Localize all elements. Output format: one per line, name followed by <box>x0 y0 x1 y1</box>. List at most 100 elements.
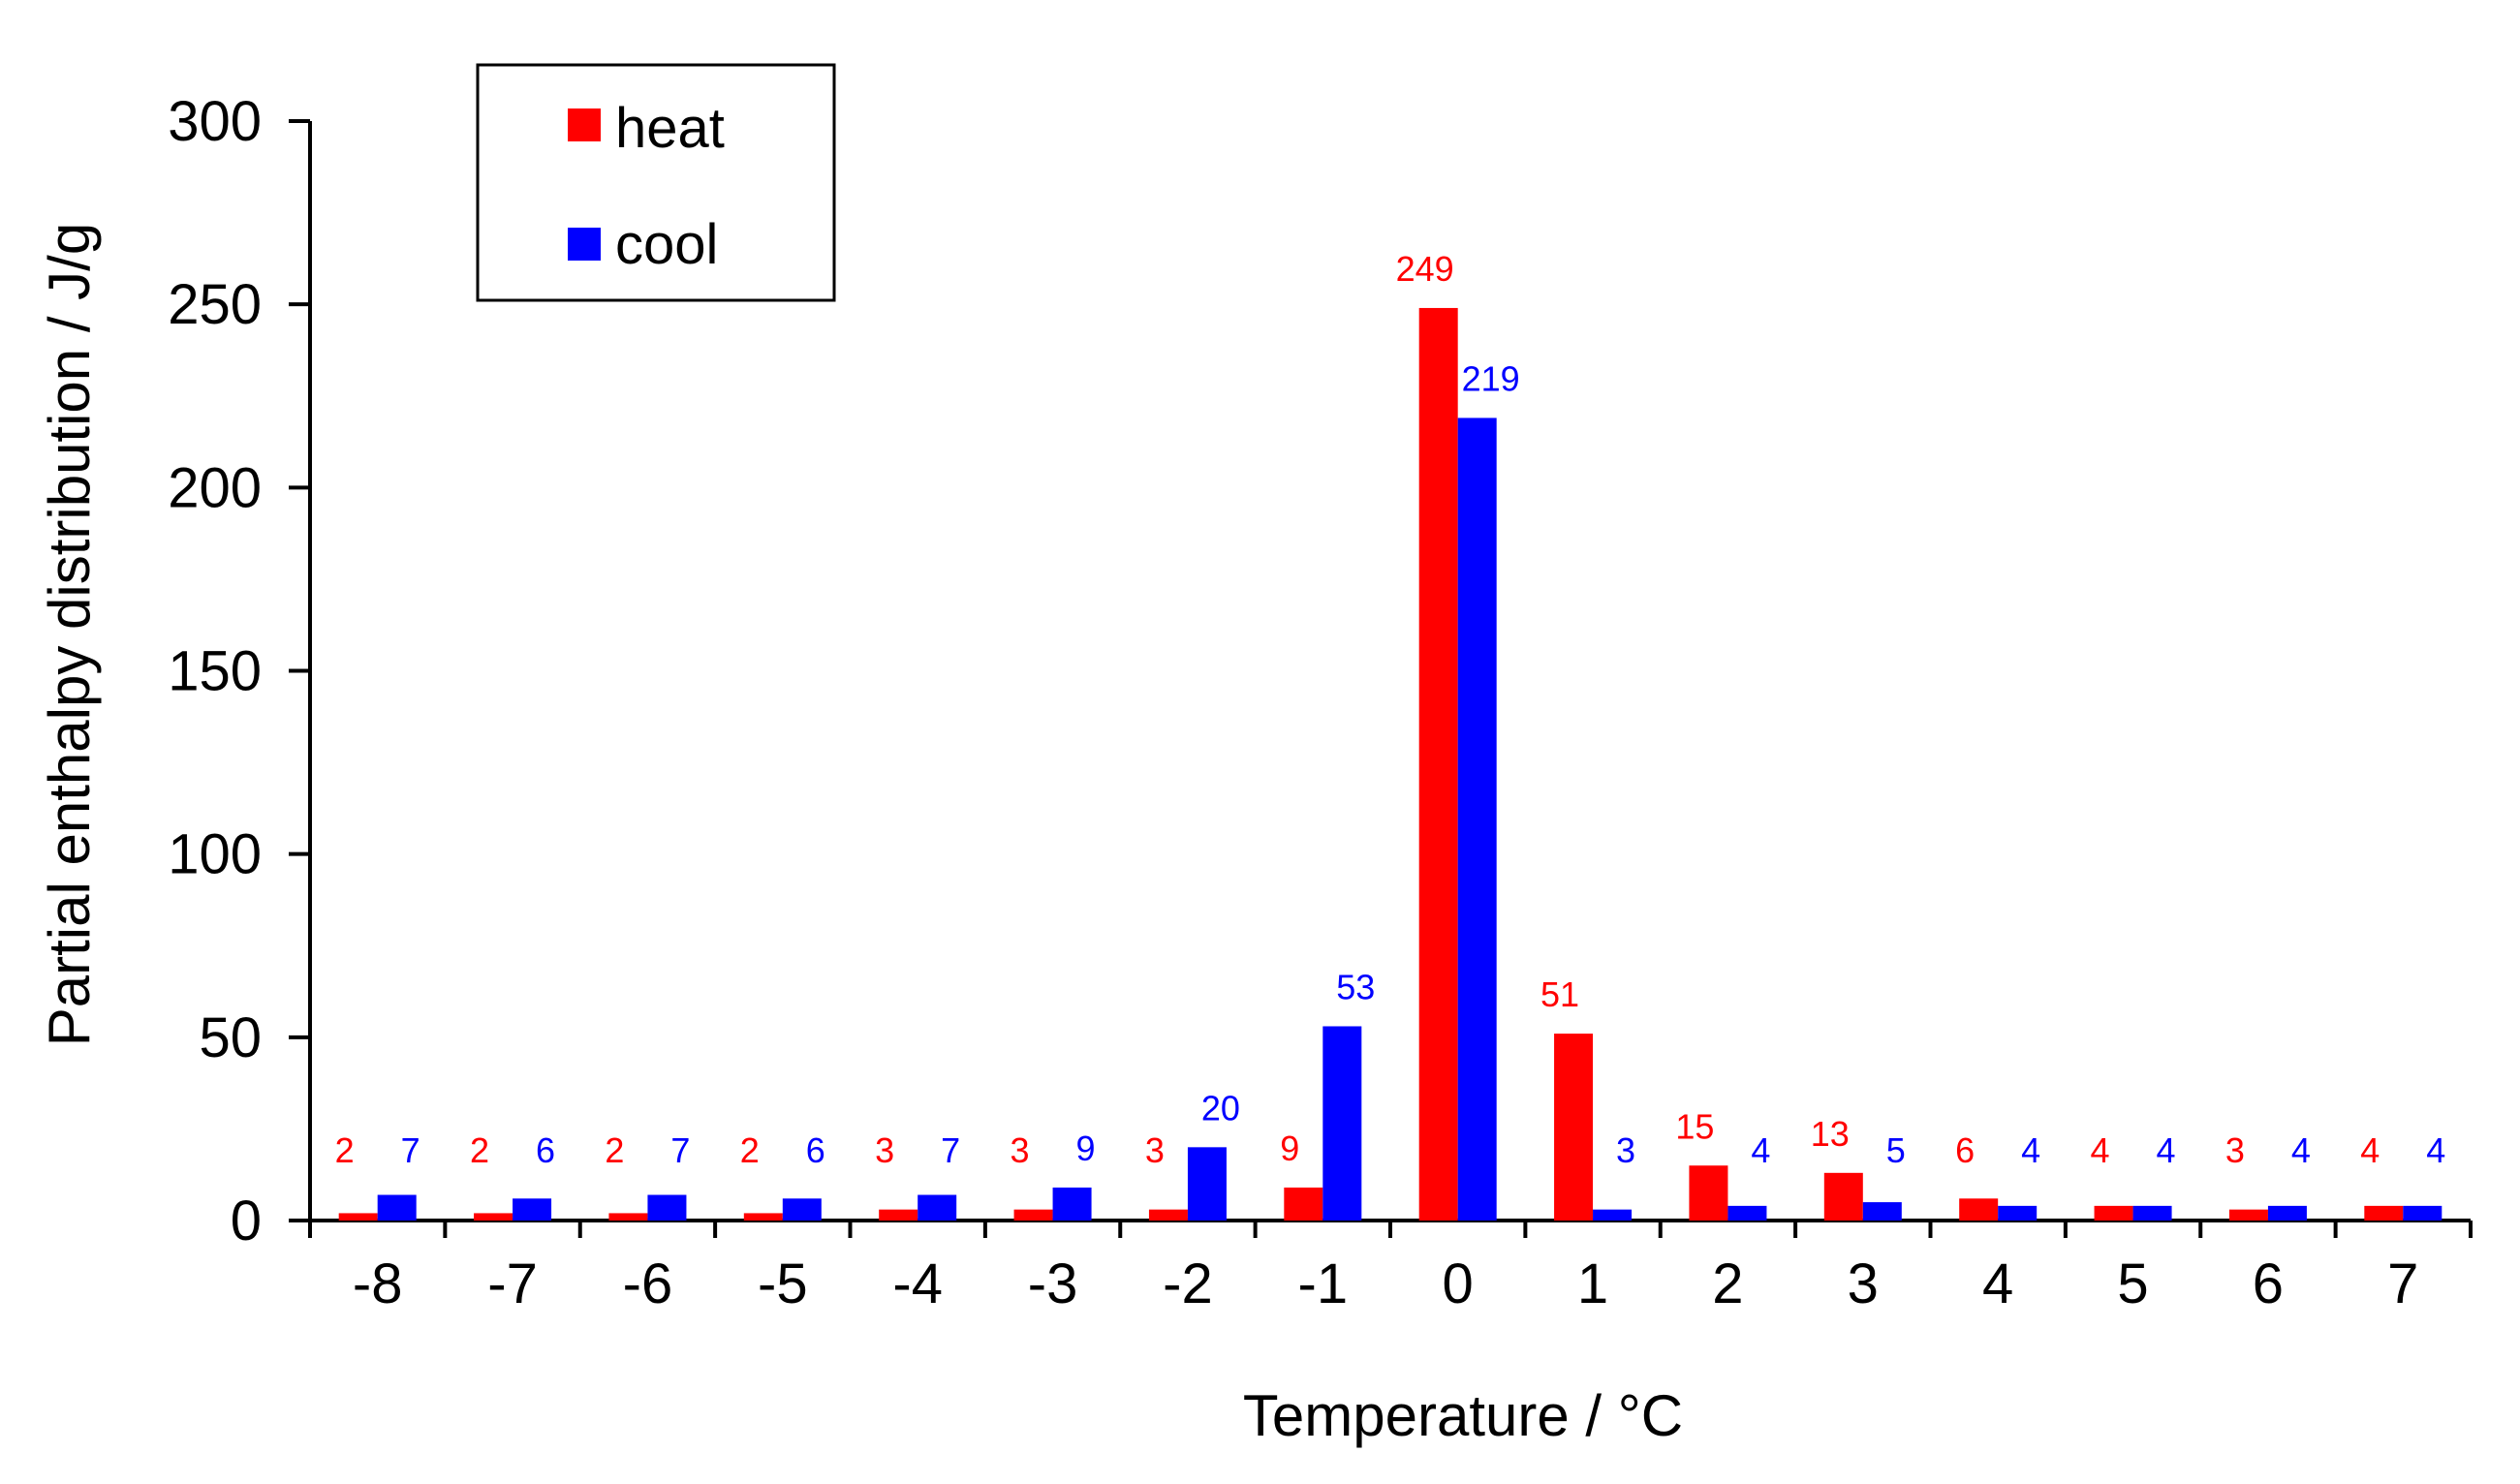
bar-heat--6 <box>608 1213 648 1221</box>
x-tick-label: 1 <box>1577 1252 1608 1315</box>
data-label-heat-6: 3 <box>2225 1130 2245 1170</box>
bar-cool--4 <box>918 1194 957 1221</box>
bar-cool-2 <box>1727 1205 1767 1221</box>
x-tick-label: -2 <box>1163 1252 1213 1315</box>
bar-cool-5 <box>2132 1205 2172 1221</box>
y-ticks: 0 50 100 150 200 250 300 <box>168 90 310 1252</box>
y-tick-label: 0 <box>231 1190 262 1252</box>
legend: heat cool <box>476 63 836 302</box>
x-tick-label: 5 <box>2117 1252 2148 1315</box>
data-label-heat--8: 2 <box>335 1130 355 1170</box>
bars <box>338 307 2442 1221</box>
data-label-heat--6: 2 <box>605 1130 624 1170</box>
bar-heat-2 <box>1689 1165 1728 1221</box>
data-label-heat-2: 15 <box>1675 1106 1714 1146</box>
bar-heat--7 <box>474 1213 513 1221</box>
data-label-heat--2: 3 <box>1145 1130 1165 1170</box>
data-label-heat-5: 4 <box>2091 1130 2110 1170</box>
data-label-heat--5: 2 <box>740 1130 760 1170</box>
x-tick-label: 0 <box>1443 1252 1474 1315</box>
bar-heat-6 <box>2228 1209 2268 1221</box>
data-label-cool--1: 53 <box>1336 967 1375 1006</box>
bar-cool-3 <box>1862 1202 1902 1221</box>
bar-cool--7 <box>513 1198 552 1221</box>
bar-heat-0 <box>1418 307 1458 1221</box>
data-label-cool-7: 4 <box>2426 1130 2445 1170</box>
y-tick-label: 100 <box>168 823 262 886</box>
bar-heat--8 <box>338 1213 378 1221</box>
bar-heat-7 <box>2364 1205 2404 1221</box>
bar-cool-0 <box>1457 417 1497 1221</box>
data-label-cool-6: 4 <box>2291 1130 2311 1170</box>
bar-cool--6 <box>647 1194 687 1221</box>
bar-cool--5 <box>782 1198 822 1221</box>
bar-heat--3 <box>1013 1209 1053 1221</box>
legend-label-heat: heat <box>615 97 725 160</box>
x-tick-label: -7 <box>487 1252 538 1315</box>
x-tick-label: 2 <box>1712 1252 1743 1315</box>
data-label-heat-7: 4 <box>2360 1130 2380 1170</box>
y-tick-label: 150 <box>168 640 262 703</box>
data-label-cool--3: 9 <box>1076 1128 1096 1168</box>
bar-heat-3 <box>1823 1172 1863 1221</box>
x-tick-label: 3 <box>1848 1252 1879 1315</box>
bar-cool-6 <box>2267 1205 2307 1221</box>
data-label-heat--7: 2 <box>470 1130 489 1170</box>
x-tick-label: -1 <box>1298 1252 1349 1315</box>
bar-cool-7 <box>2403 1205 2442 1221</box>
y-axis-title: Partial enthalpy distribution / J/g <box>37 223 102 1046</box>
data-label-heat-3: 13 <box>1811 1114 1850 1154</box>
y-tick-label: 250 <box>168 273 262 336</box>
data-label-cool-0: 219 <box>1462 358 1520 398</box>
y-tick-label: 200 <box>168 456 262 519</box>
bar-heat-4 <box>1959 1198 1999 1221</box>
data-label-heat-4: 6 <box>1955 1130 1975 1170</box>
data-label-heat-1: 51 <box>1540 974 1579 1014</box>
data-label-cool--4: 7 <box>941 1130 960 1170</box>
x-tick-label: -6 <box>623 1252 673 1315</box>
data-label-cool--2: 20 <box>1201 1088 1240 1128</box>
x-tick-label: 4 <box>1982 1252 2013 1315</box>
legend-box <box>476 63 836 302</box>
data-label-heat--3: 3 <box>1011 1130 1030 1170</box>
data-label-heat-0: 249 <box>1396 249 1454 289</box>
data-label-cool-3: 5 <box>1886 1130 1906 1170</box>
bar-cool--3 <box>1052 1187 1092 1221</box>
bar-cool--1 <box>1322 1026 1362 1221</box>
bar-heat--2 <box>1148 1209 1188 1221</box>
x-tick-label: -8 <box>353 1252 403 1315</box>
data-label-cool--5: 6 <box>806 1130 825 1170</box>
data-label-heat--1: 9 <box>1280 1128 1299 1168</box>
legend-label-cool: cool <box>615 213 718 276</box>
y-tick-label: 50 <box>199 1006 262 1069</box>
data-label-cool-4: 4 <box>2021 1130 2040 1170</box>
bar-heat--1 <box>1284 1187 1323 1221</box>
data-label-cool--7: 6 <box>536 1130 555 1170</box>
bar-cool--8 <box>377 1194 417 1221</box>
bar-cool-4 <box>1998 1205 2038 1221</box>
legend-swatch-heat <box>568 108 601 141</box>
legend-swatch-cool <box>568 228 601 261</box>
data-label-heat--4: 3 <box>875 1130 894 1170</box>
x-tick-label: -4 <box>892 1252 943 1315</box>
x-axis-title: Temperature / °C <box>1243 1383 1683 1448</box>
data-labels: 2 2 2 2 3 3 3 9 249 51 15 13 6 4 3 4 7 6 7 6 7 9 20 53 219 3 4 5 4 4 4… <box>335 249 2446 1170</box>
data-label-cool-2: 4 <box>1751 1130 1770 1170</box>
data-label-cool-1: 3 <box>1616 1130 1635 1170</box>
y-tick-label: 300 <box>168 90 262 153</box>
data-label-cool-5: 4 <box>2157 1130 2176 1170</box>
x-tick-label: -3 <box>1028 1252 1078 1315</box>
x-tick-label: -5 <box>758 1252 808 1315</box>
data-label-cool--6: 7 <box>670 1130 690 1170</box>
x-tick-label: 7 <box>2387 1252 2418 1315</box>
x-tick-label: 6 <box>2253 1252 2284 1315</box>
bar-heat--4 <box>879 1209 918 1221</box>
bar-cool-1 <box>1593 1209 1633 1221</box>
bar-heat-5 <box>2094 1205 2133 1221</box>
bar-heat--5 <box>743 1213 783 1221</box>
bar-heat-1 <box>1554 1034 1594 1221</box>
data-label-cool--8: 7 <box>401 1130 420 1170</box>
bar-cool--2 <box>1187 1147 1227 1221</box>
x-ticks: -8 -7 -6 -5 -4 -3 -2 -1 0 1 2 3 4 5 6 7 <box>308 1221 2473 1315</box>
